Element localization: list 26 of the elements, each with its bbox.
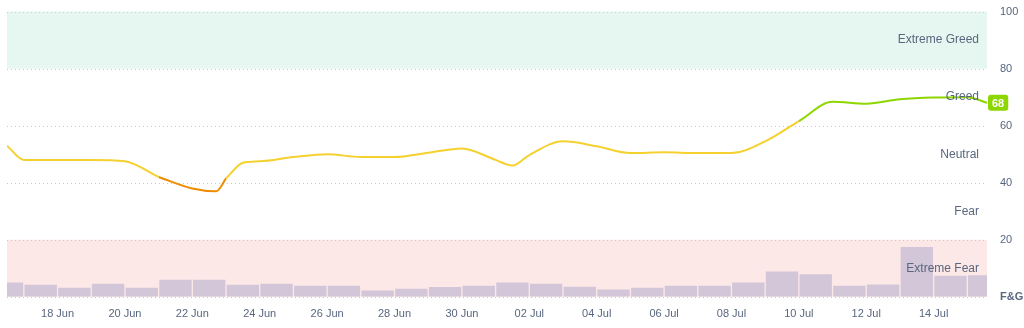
- bar: [765, 271, 799, 297]
- x-tick-label: 12 Jul: [851, 307, 881, 320]
- x-tick-label: 14 Jul: [918, 307, 949, 320]
- x-tick-label: 28 Jun: [377, 307, 412, 320]
- x-tick-label: 30 Jun: [445, 307, 479, 320]
- x-tick-label: 02 Jul: [514, 307, 544, 320]
- data-label: 68: [992, 96, 1005, 109]
- x-tick-label: 06 Jul: [649, 307, 679, 320]
- x-tick-label: 04 Jul: [582, 307, 612, 320]
- x-tick-label: 20 Jun: [108, 307, 142, 320]
- x-tick-label: 22 Jun: [175, 307, 209, 320]
- y-tick-label: 40: [1000, 175, 1013, 188]
- x-tick-label: 08 Jul: [716, 307, 747, 320]
- band-label: Extreme Fear: [906, 260, 979, 275]
- x-tick-label: 26 Jun: [310, 307, 344, 320]
- annotation: Fear: [954, 203, 979, 218]
- x-tick-label: 18 Jun: [41, 307, 75, 320]
- y-tick-label: 80: [1000, 61, 1013, 74]
- band-label: Extreme Greed: [897, 32, 979, 47]
- y-tick-label: F&G: [1000, 289, 1024, 302]
- x-tick-label: 24 Jun: [243, 307, 277, 320]
- x-tick-label: 10 Jul: [784, 307, 814, 320]
- y-tick-label: 60: [1000, 118, 1013, 131]
- annotation: Neutral: [940, 146, 979, 161]
- y-tick-label: 20: [1000, 232, 1013, 245]
- y-tick-label: 100: [1000, 4, 1019, 17]
